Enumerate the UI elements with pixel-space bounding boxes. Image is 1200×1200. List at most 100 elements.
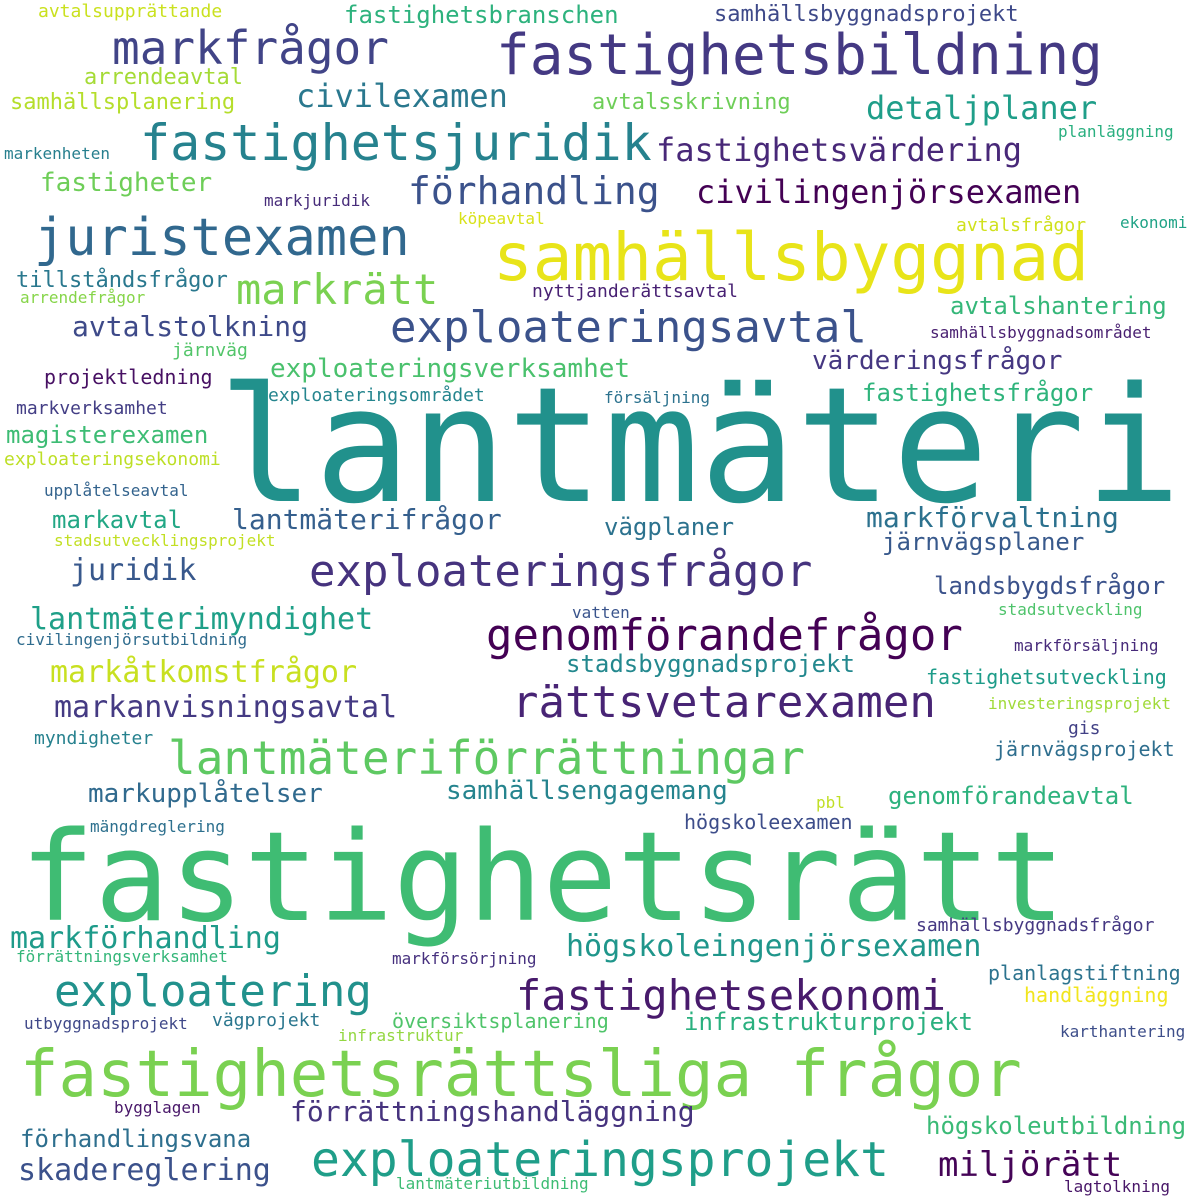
word-mangdreglering: mängdreglering: [90, 817, 225, 836]
word-fastighetsvardering: fastighetsvärdering: [656, 131, 1023, 169]
word-forrattningshandlaggning: förrättningshandläggning: [290, 1095, 695, 1128]
word-exploatering: exploatering: [54, 966, 372, 1017]
word-markjuridik: markjuridik: [264, 191, 370, 210]
word-hogskoleexamen: högskoleexamen: [684, 810, 853, 834]
word-oversiktsplanering: översiktsplanering: [392, 1009, 609, 1033]
word-avtalsfragor: avtalsfrågor: [956, 215, 1087, 236]
word-forsaljning: försäljning: [604, 388, 710, 407]
word-bygglagen: bygglagen: [114, 1098, 201, 1117]
word-arrendefragor: arrendefrågor: [20, 288, 146, 307]
word-upplatelseavtal: upplåtelseavtal: [44, 481, 189, 500]
word-lantmaterifragor: lantmäterifrågor: [232, 503, 502, 536]
word-markanvisningsavtal: markanvisningsavtal: [54, 690, 398, 725]
word-varderingsfragor: värderingsfrågor: [812, 346, 1063, 376]
word-karthantering: karthantering: [1060, 1022, 1186, 1041]
word-investeringsprojekt: investeringsprojekt: [988, 694, 1172, 713]
word-markforvaltning: markförvaltning: [866, 501, 1119, 534]
word-samhallsplanering: samhällsplanering: [10, 90, 236, 115]
word-skadereglering: skadereglering: [18, 1153, 271, 1188]
word-vagprojekt: vägprojekt: [212, 1010, 321, 1031]
word-lantmateriforrattningar: lantmäteriförrättningar: [168, 731, 805, 785]
word-avtalsupprattande: avtalsupprättande: [38, 1, 223, 22]
word-genomforandefragor: genomförandefrågor: [486, 610, 963, 661]
word-ekonomi: ekonomi: [1120, 213, 1188, 232]
word-genomforandeavtal: genomförandeavtal: [888, 782, 1134, 810]
word-markforhandling: markförhandling: [10, 921, 281, 956]
word-fastighetsratt: fastighetsrätt: [20, 806, 1066, 950]
word-rattsvetarexamen: rättsvetarexamen: [512, 677, 936, 728]
word-juristexamen: juristexamen: [34, 208, 410, 268]
word-markverksamhet: markverksamhet: [16, 398, 168, 419]
word-avtalstolkning: avtalstolkning: [72, 310, 309, 343]
word-forhandlingsvana: förhandlingsvana: [20, 1125, 252, 1153]
word-markavtal: markavtal: [52, 506, 183, 534]
word-markenheten: markenheten: [4, 144, 110, 163]
word-fastighetsjuridik: fastighetsjuridik: [140, 114, 652, 172]
word-stadsbyggnadsprojekt: stadsbyggnadsprojekt: [566, 650, 855, 678]
word-samhallsbyggnadsfragor: samhällsbyggnadsfrågor: [916, 915, 1155, 936]
word-markfragor: markfrågor: [112, 21, 389, 75]
word-fastighetsrattsliga-fragor: fastighetsrättsliga frågor: [20, 1038, 1022, 1112]
word-juridik: juridik: [70, 553, 197, 588]
word-miljoratt: miljörätt: [938, 1145, 1123, 1185]
word-detaljplaner: detaljplaner: [866, 89, 1098, 127]
word-lagtolkning: lagtolkning: [1064, 1177, 1170, 1196]
word-jarnvag: järnväg: [172, 340, 248, 361]
word-hogskoleingenjorsexamen: högskoleingenjörsexamen: [566, 929, 982, 964]
word-jarnvagsplaner: järnvägsplaner: [882, 528, 1085, 556]
word-markforsorjning: markförsörjning: [392, 949, 537, 968]
word-stadsutveckling: stadsutveckling: [998, 600, 1143, 619]
word-magisterexamen: magisterexamen: [6, 421, 209, 449]
word-hogskoleutbildning: högskoleutbildning: [926, 1112, 1187, 1140]
word-tillstandsfragor: tillståndsfrågor: [16, 268, 228, 293]
word-myndigheter: myndigheter: [34, 728, 154, 749]
word-lantmateri: lantmäteri: [218, 352, 1182, 539]
word-samhallsbyggnadsomradet: samhällsbyggnadsområdet: [930, 323, 1152, 342]
word-stadsutvecklingsprojekt: stadsutvecklingsprojekt: [54, 531, 276, 550]
word-planlaggning: planläggning: [1058, 122, 1174, 141]
word-arrendeavtal: arrendeavtal: [84, 65, 243, 90]
word-gis: gis: [1068, 718, 1101, 739]
word-civilexamen: civilexamen: [296, 77, 508, 115]
word-infrastruktur: infrastruktur: [338, 1026, 464, 1045]
word-fastighetsfragor: fastighetsfrågor: [862, 379, 1094, 407]
word-samhallsbyggnadsprojekt: samhällsbyggnadsprojekt: [714, 2, 1019, 27]
word-fastigheter: fastigheter: [40, 168, 213, 198]
word-vagplaner: vägplaner: [604, 513, 735, 541]
word-markatkomstfragor: markåtkomstfrågor: [50, 655, 358, 690]
word-exploateringsverksamhet: exploateringsverksamhet: [270, 354, 631, 384]
word-exploateringsomradet: exploateringsområdet: [268, 385, 485, 406]
word-avtalsskrivning: avtalsskrivning: [592, 90, 791, 115]
word-forrattningsverksamhet: förrättningsverksamhet: [16, 947, 228, 966]
word-lantmaterimyndighet: lantmäterimyndighet: [30, 602, 374, 637]
word-infrastrukturprojekt: infrastrukturprojekt: [684, 1008, 973, 1036]
word-markratt: markrätt: [236, 265, 439, 314]
word-civilingenjorsutbildning: civilingenjörsutbildning: [16, 630, 248, 649]
word-utbyggnadsprojekt: utbyggnadsprojekt: [24, 1014, 188, 1033]
word-exploateringsavtal: exploateringsavtal: [390, 302, 867, 353]
word-fastighetsutveckling: fastighetsutveckling: [926, 665, 1167, 689]
word-exploateringsprojekt: exploateringsprojekt: [311, 1132, 889, 1188]
word-jarnvagsprojekt: järnvägsprojekt: [994, 737, 1175, 761]
word-exploateringsekonomi: exploateringsekonomi: [4, 449, 221, 470]
word-fastighetsbildning: fastighetsbildning: [496, 23, 1103, 88]
word-landsbygdsfragor: landsbygdsfrågor: [934, 572, 1166, 600]
word-exploateringsfragor: exploateringsfrågor: [309, 546, 813, 597]
word-projektledning: projektledning: [44, 365, 213, 389]
word-fastighetsbranschen: fastighetsbranschen: [344, 1, 619, 29]
word-pbl: pbl: [816, 793, 845, 812]
word-nyttjanderattsavtal: nyttjanderättsavtal: [532, 281, 738, 302]
word-avtalshantering: avtalshantering: [950, 292, 1167, 320]
word-forhandling: förhandling: [408, 169, 660, 213]
word-handlaggning: handläggning: [1024, 983, 1169, 1007]
word-kopeavtal: köpeavtal: [458, 209, 545, 228]
word-samhallsbyggnad: samhällsbyggnad: [493, 219, 1090, 296]
word-planlagstiftning: planlagstiftning: [988, 961, 1181, 985]
word-civilingenjorsexamen: civilingenjörsexamen: [696, 173, 1082, 211]
word-fastighetsekonomi: fastighetsekonomi: [516, 971, 946, 1020]
word-lantmateriutbildning: lantmäteriutbildning: [396, 1174, 589, 1193]
word-vatten: vatten: [572, 603, 630, 622]
word-markupplatelser: markupplåtelser: [88, 779, 323, 809]
word-samhallsengagemang: samhällsengagemang: [446, 776, 728, 806]
